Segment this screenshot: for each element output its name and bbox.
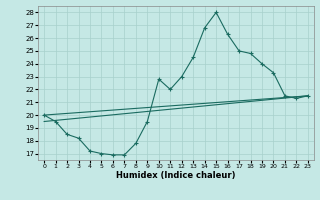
X-axis label: Humidex (Indice chaleur): Humidex (Indice chaleur) xyxy=(116,171,236,180)
